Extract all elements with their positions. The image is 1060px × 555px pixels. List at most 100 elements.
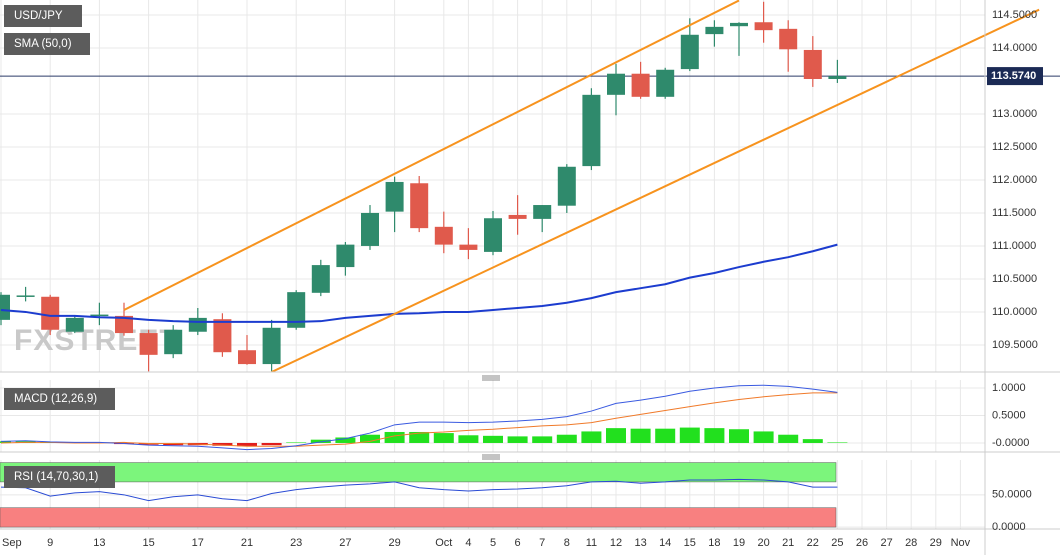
x-tick-label: 5 bbox=[490, 537, 496, 549]
x-tick-label: 7 bbox=[539, 537, 545, 549]
plot bbox=[0, 0, 1060, 372]
candle-body bbox=[557, 166, 576, 206]
rsi-band bbox=[0, 462, 837, 483]
y-tick-label: 50.0000 bbox=[992, 489, 1032, 501]
x-tick-label: 20 bbox=[757, 537, 769, 549]
histogram-bar bbox=[507, 436, 528, 443]
histogram-bar bbox=[581, 431, 602, 443]
candle-body bbox=[213, 319, 232, 353]
x-tick-label: 21 bbox=[241, 537, 253, 549]
histogram-bar bbox=[310, 439, 331, 443]
histogram-bar bbox=[458, 435, 479, 443]
legend-entry: SMA (50,0) bbox=[14, 38, 72, 50]
x-tick-label: 9 bbox=[47, 537, 53, 549]
legend-tag[interactable]: USD/JPY bbox=[4, 5, 82, 27]
y-tick-label: 111.0000 bbox=[992, 240, 1036, 252]
histogram-bar bbox=[827, 442, 848, 443]
x-tick-label: 18 bbox=[708, 537, 720, 549]
histogram-bar bbox=[335, 437, 356, 443]
trendline bbox=[123, 0, 740, 311]
x-tick-label: 11 bbox=[586, 537, 597, 549]
x-tick-label: Nov bbox=[951, 537, 971, 549]
histogram-bar bbox=[778, 434, 799, 443]
candle-body bbox=[65, 317, 84, 332]
candle-body bbox=[16, 295, 35, 297]
resize-handle[interactable] bbox=[482, 375, 500, 381]
histogram-bar bbox=[606, 428, 626, 443]
y-tick-label: 1.0000 bbox=[992, 382, 1026, 394]
candle-body bbox=[188, 317, 207, 332]
y-tick-label: 114.5000 bbox=[992, 9, 1037, 21]
rsi-line bbox=[0, 478, 838, 502]
x-tick-label: 15 bbox=[684, 537, 696, 549]
legend-tag[interactable]: RSI (14,70,30,1) bbox=[4, 466, 115, 488]
y-tick-label: 110.0000 bbox=[992, 306, 1037, 318]
histogram-bar bbox=[630, 428, 651, 443]
x-tick-label: 27 bbox=[880, 537, 892, 549]
macd-line bbox=[0, 384, 838, 451]
candle-body bbox=[115, 315, 133, 334]
x-tick-label: 23 bbox=[290, 537, 302, 549]
candle-body bbox=[164, 329, 183, 355]
candle-body bbox=[139, 333, 158, 355]
histogram-bar bbox=[483, 435, 503, 443]
y-tick-label: 109.5000 bbox=[992, 339, 1038, 351]
x-tick-label: 28 bbox=[905, 537, 917, 549]
x-tick-label: Sep bbox=[2, 537, 22, 549]
x-tick-label: 13 bbox=[634, 537, 646, 549]
candle-body bbox=[361, 212, 379, 246]
candle-body bbox=[582, 94, 601, 167]
candle-body bbox=[631, 73, 650, 97]
resize-handle[interactable] bbox=[482, 454, 500, 460]
x-tick-label: 29 bbox=[930, 537, 942, 549]
histogram-bar bbox=[286, 442, 307, 443]
histogram-bar bbox=[704, 428, 725, 443]
candle-body bbox=[287, 292, 306, 328]
x-tick-label: Oct bbox=[435, 537, 452, 549]
x-tick-label: 8 bbox=[564, 537, 570, 549]
histogram-bar bbox=[163, 442, 184, 446]
legend-tag[interactable]: SMA (50,0) bbox=[4, 33, 90, 55]
candle-body bbox=[410, 183, 429, 229]
y-tick-label: -0.0000 bbox=[992, 437, 1029, 449]
x-tick-label: 6 bbox=[515, 537, 521, 549]
last-price-tag bbox=[987, 67, 1043, 86]
candle-body bbox=[238, 350, 256, 365]
y-tick-label: 114.0000 bbox=[992, 42, 1037, 54]
indicator-title: RSI (14,70,30,1) bbox=[14, 471, 99, 483]
x-tick-label: 4 bbox=[465, 537, 471, 549]
indicator-title: MACD (12,26,9) bbox=[14, 393, 97, 405]
candle-body bbox=[90, 314, 109, 317]
x-tick-label: 17 bbox=[192, 537, 204, 549]
x-tick-label: 21 bbox=[782, 537, 794, 549]
histogram-bar bbox=[753, 431, 774, 443]
histogram-bar bbox=[360, 434, 380, 443]
histogram-bar bbox=[679, 427, 700, 443]
trendline bbox=[271, 8, 1040, 372]
candle-body bbox=[754, 22, 773, 31]
histogram-bar bbox=[532, 436, 553, 443]
histogram-bar bbox=[802, 439, 823, 443]
histogram-bar bbox=[261, 442, 282, 446]
indicators bbox=[0, 384, 848, 528]
candle-body bbox=[656, 69, 675, 97]
candle-body bbox=[336, 244, 355, 268]
x-tick-label: 19 bbox=[733, 537, 745, 549]
x-tick-label: 12 bbox=[610, 537, 622, 549]
y-tick-label: 111.5000 bbox=[992, 207, 1036, 219]
candle-body bbox=[533, 205, 552, 219]
y-tick-label: 0.5000 bbox=[992, 409, 1026, 421]
y-tick-label: 112.5000 bbox=[992, 141, 1037, 153]
legend-tag[interactable]: MACD (12,26,9) bbox=[4, 388, 115, 410]
candle-body bbox=[311, 265, 330, 293]
signal-line bbox=[0, 392, 838, 447]
histogram-bar bbox=[237, 442, 257, 447]
symbol-title: USD/JPY bbox=[14, 10, 63, 22]
candle-body bbox=[779, 28, 798, 50]
histogram-bar bbox=[729, 429, 749, 443]
sma-line bbox=[0, 243, 838, 323]
candle-body bbox=[730, 22, 748, 27]
y-tick-label: 0.0000 bbox=[992, 521, 1026, 533]
candle-body bbox=[41, 296, 60, 330]
